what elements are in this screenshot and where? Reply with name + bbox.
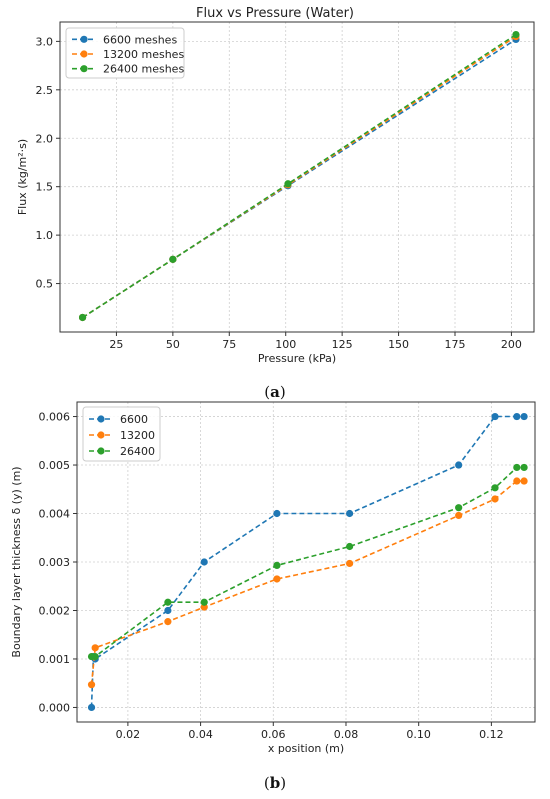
data-point xyxy=(513,412,521,421)
y-tick-label: 0.001 xyxy=(39,653,71,666)
series-line-13200 xyxy=(90,480,525,685)
x-tick-label: 75 xyxy=(222,338,236,351)
data-point xyxy=(455,511,463,520)
data-point xyxy=(512,30,520,39)
data-point xyxy=(491,484,499,492)
y-tick-label: 2.5 xyxy=(36,84,54,97)
chart-b-y-axis-label: Boundary layer thickness δ (y) (m) xyxy=(10,466,23,657)
data-point xyxy=(164,606,172,615)
legend-marker xyxy=(80,50,88,58)
data-point xyxy=(346,559,354,568)
legend-marker xyxy=(97,415,105,423)
legend-marker xyxy=(80,65,88,73)
data-point xyxy=(87,681,96,689)
chart-a-title: Flux vs Pressure (Water) xyxy=(196,6,354,21)
data-point xyxy=(164,618,172,626)
x-tick-label: 50 xyxy=(166,338,180,351)
y-tick-label: 0.005 xyxy=(39,459,71,472)
y-tick-label: 0.002 xyxy=(39,604,71,617)
chart-b-x-axis-label: x position (m) xyxy=(268,742,344,755)
data-point xyxy=(169,255,177,263)
data-point xyxy=(513,477,521,485)
y-tick-label: 0.5 xyxy=(36,278,54,291)
data-point xyxy=(91,644,99,652)
data-point xyxy=(87,703,96,712)
data-point xyxy=(164,598,172,606)
x-tick-label: 0.10 xyxy=(406,728,431,741)
series-line-6600-meshes xyxy=(82,38,517,319)
data-point xyxy=(455,504,463,512)
chart-b-caption-letter: b xyxy=(270,774,281,792)
legend-label: 6600 meshes xyxy=(103,33,177,46)
y-tick-label: 2.0 xyxy=(36,132,54,145)
data-point xyxy=(346,542,354,551)
chart-a-caption: (a) xyxy=(264,383,285,401)
data-point xyxy=(284,180,292,188)
data-point xyxy=(91,652,99,661)
chart-a-y-axis-label: Flux (kg/m²·s) xyxy=(16,139,29,215)
chart-b: 0.02 0.04 0.06 0.08 0.10 0.12 0.000 0.001 0.002 0… xyxy=(10,401,536,792)
x-tick-label: 0.02 xyxy=(116,728,141,741)
y-tick-label: 0.000 xyxy=(39,701,71,714)
legend-label: 26400 meshes xyxy=(103,63,184,76)
chart-a: Flux vs Pressure (Water) 25 50 75 100 125 150… xyxy=(16,6,535,401)
chart-a-x-axis-label: Pressure (kPa) xyxy=(258,352,336,365)
y-tick-label: 3.0 xyxy=(36,35,54,48)
data-point xyxy=(491,495,499,503)
x-tick-label: 100 xyxy=(275,338,296,351)
series-line-13200-meshes xyxy=(82,35,517,319)
x-tick-label: 0.08 xyxy=(334,728,359,741)
y-tick-label: 0.004 xyxy=(39,508,71,521)
data-point xyxy=(273,575,281,583)
data-point xyxy=(273,509,281,518)
x-tick-label: 0.06 xyxy=(261,728,286,741)
y-tick-label: 1.5 xyxy=(36,181,54,194)
legend-marker xyxy=(80,35,88,43)
data-point xyxy=(513,463,521,472)
data-point xyxy=(520,477,528,485)
data-point xyxy=(455,461,463,469)
legend-label: 26400 xyxy=(120,445,155,458)
chart-b-ticks: 0.02 0.04 0.06 0.08 0.10 0.12 0.000 0.001 0.002 0… xyxy=(39,411,504,741)
legend-marker xyxy=(97,447,105,455)
x-tick-label: 0.04 xyxy=(188,728,213,741)
series-line-26400 xyxy=(91,466,525,658)
x-tick-label: 0.12 xyxy=(479,728,504,741)
x-tick-label: 150 xyxy=(388,338,409,351)
chart-a-series xyxy=(78,30,520,322)
legend-box xyxy=(65,27,185,79)
legend-marker xyxy=(97,431,105,439)
data-point xyxy=(520,463,528,472)
chart-a-ticks: 25 50 75 100 125 150 175 200 0.5 1.0 1.5 2.0 2.5 3.0 xyxy=(36,35,522,351)
chart-a-caption-letter: a xyxy=(270,383,280,401)
chart-b-legend: 6600 13200 26400 xyxy=(82,406,161,462)
legend-label: 13200 meshes xyxy=(103,48,184,61)
y-tick-label: 1.0 xyxy=(36,229,54,242)
data-point xyxy=(346,509,354,518)
y-tick-label: 0.006 xyxy=(39,411,71,424)
data-point xyxy=(491,412,499,421)
data-point xyxy=(78,313,87,322)
chart-a-plot-frame xyxy=(59,21,535,333)
x-tick-label: 125 xyxy=(332,338,353,351)
data-point xyxy=(520,412,528,421)
data-point xyxy=(200,558,208,566)
series-line-26400-meshes xyxy=(82,33,517,319)
chart-a-grid xyxy=(60,22,534,332)
y-tick-label: 0.003 xyxy=(39,556,71,569)
data-point xyxy=(200,598,208,606)
data-point xyxy=(273,561,281,569)
legend-label: 6600 xyxy=(120,413,148,426)
x-tick-label: 200 xyxy=(501,338,522,351)
chart-a-legend: 6600 meshes 13200 meshes 26400 meshes xyxy=(65,27,185,79)
x-tick-label: 25 xyxy=(109,338,123,351)
chart-b-caption: (b) xyxy=(264,774,286,792)
x-tick-label: 175 xyxy=(445,338,466,351)
legend-label: 13200 xyxy=(120,429,155,442)
chart-b-series xyxy=(87,412,528,712)
